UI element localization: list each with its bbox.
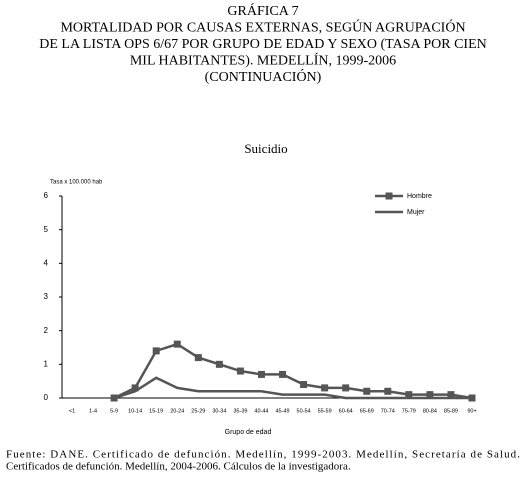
header-line: (CONTINUACIÓN)	[205, 68, 322, 85]
header-line: GRÁFICA 7	[227, 2, 298, 19]
x-tick-label: 85-89	[444, 408, 458, 414]
legend-label: Mujer	[407, 209, 425, 216]
chart-title: Suicidio	[244, 141, 287, 156]
y-tick-label: 5	[44, 225, 49, 234]
x-tick-label: 60-64	[339, 408, 353, 414]
y-tick-label: 2	[44, 326, 49, 335]
x-tick-label: 65-69	[360, 408, 374, 414]
data-point	[447, 391, 455, 399]
x-tick-label: 5-9	[110, 408, 118, 414]
data-point	[384, 387, 392, 395]
x-tick-label: 75-79	[402, 408, 416, 414]
data-point	[321, 384, 329, 392]
data-point	[405, 391, 413, 399]
y-tick-label: 0	[44, 393, 49, 402]
header-line: MORTALIDAD POR CAUSAS EXTERNAS, SEGÚN AG…	[60, 19, 465, 36]
data-point	[152, 347, 160, 355]
source-line: Certificados de defunción. Medellín, 200…	[6, 461, 351, 473]
data-point	[257, 370, 265, 378]
data-point	[236, 367, 244, 375]
data-point	[300, 381, 308, 389]
y-tick-label: 1	[44, 359, 49, 368]
x-tick-label: 10-14	[128, 408, 142, 414]
series-line	[113, 376, 472, 400]
data-point	[363, 387, 371, 395]
data-point	[131, 384, 139, 392]
series-line	[113, 342, 473, 400]
x-tick-label: 1-4	[89, 408, 97, 414]
x-tick-label: <1	[69, 408, 75, 414]
y-tick-label: 3	[44, 292, 49, 301]
x-tick-label: 90+	[467, 408, 476, 414]
x-tick-label: 25-29	[191, 408, 205, 414]
x-axis-label: Grupo de edad	[225, 429, 272, 436]
x-tick-label: 80-84	[423, 408, 437, 414]
data-point	[342, 384, 350, 392]
legend-label: Hombre	[407, 193, 432, 200]
y-axis-label: Tasa x 100.000 hab	[50, 180, 103, 186]
data-point	[173, 340, 181, 348]
data-point	[194, 354, 202, 362]
legend-marker	[385, 192, 393, 200]
data-point	[215, 360, 223, 368]
data-point	[279, 370, 287, 378]
x-tick-label: 15-19	[149, 408, 163, 414]
x-tick-label: 70-74	[381, 408, 395, 414]
x-tick-label: 45-49	[275, 408, 289, 414]
data-point	[426, 391, 434, 399]
header-line: DE LA LISTA OPS 6/67 POR GRUPO DE EDAD Y…	[39, 37, 486, 52]
header-line: MIL HABITANTES). MEDELLÍN, 1999-2006	[130, 52, 396, 69]
x-tick-label: 55-59	[318, 408, 332, 414]
source-line: Fuente: DANE. Certificado de defunción. …	[6, 449, 520, 461]
y-tick-label: 4	[44, 258, 49, 267]
x-tick-label: 30-34	[212, 408, 226, 414]
y-tick-label: 6	[44, 191, 49, 200]
x-tick-label: 35-39	[233, 408, 247, 414]
x-tick-label: 20-24	[170, 408, 184, 414]
x-tick-label: 40-44	[254, 408, 268, 414]
x-tick-label: 50-54	[297, 408, 311, 414]
